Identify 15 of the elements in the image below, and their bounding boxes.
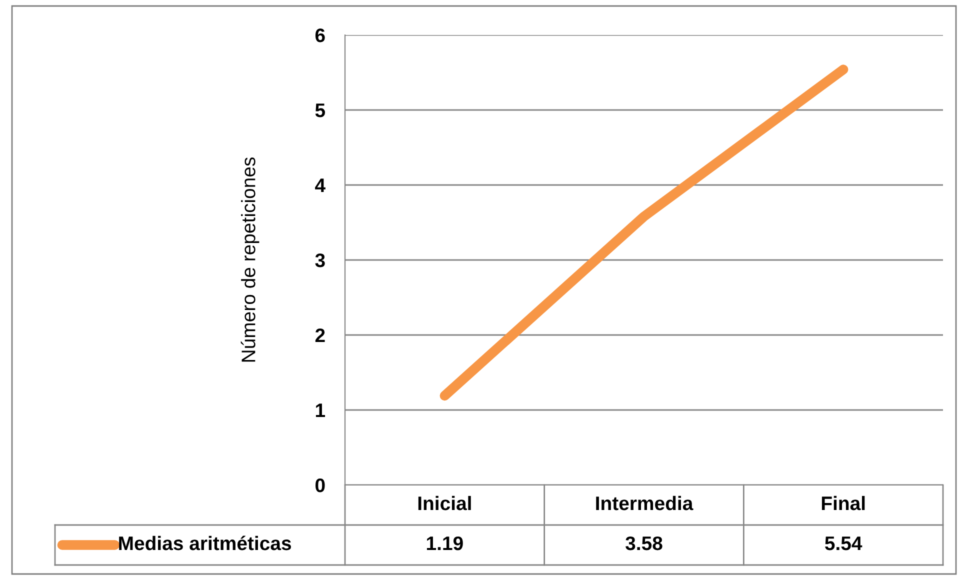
data-label: 5.54 [825,536,862,550]
data-label: 3.58 [626,536,662,550]
legend-label: Medias aritméticas [119,536,291,550]
y-tick-label: 1 [316,404,326,418]
x-tick-label: Inicial [418,496,471,510]
y-tick-label: 3 [315,253,325,268]
y-tick-label: 5 [315,104,326,118]
x-tick-label: Final [822,496,865,510]
data-label: 1.19 [426,536,463,550]
y-axis-title: Número de repeticiones [240,157,260,362]
x-tick-label: Intermedia [596,496,694,510]
y-tick-label: 6 [315,28,325,42]
y-tick-label: 2 [315,328,325,342]
y-tick-label: 0 [316,478,325,492]
y-tick-label: 4 [315,178,326,192]
